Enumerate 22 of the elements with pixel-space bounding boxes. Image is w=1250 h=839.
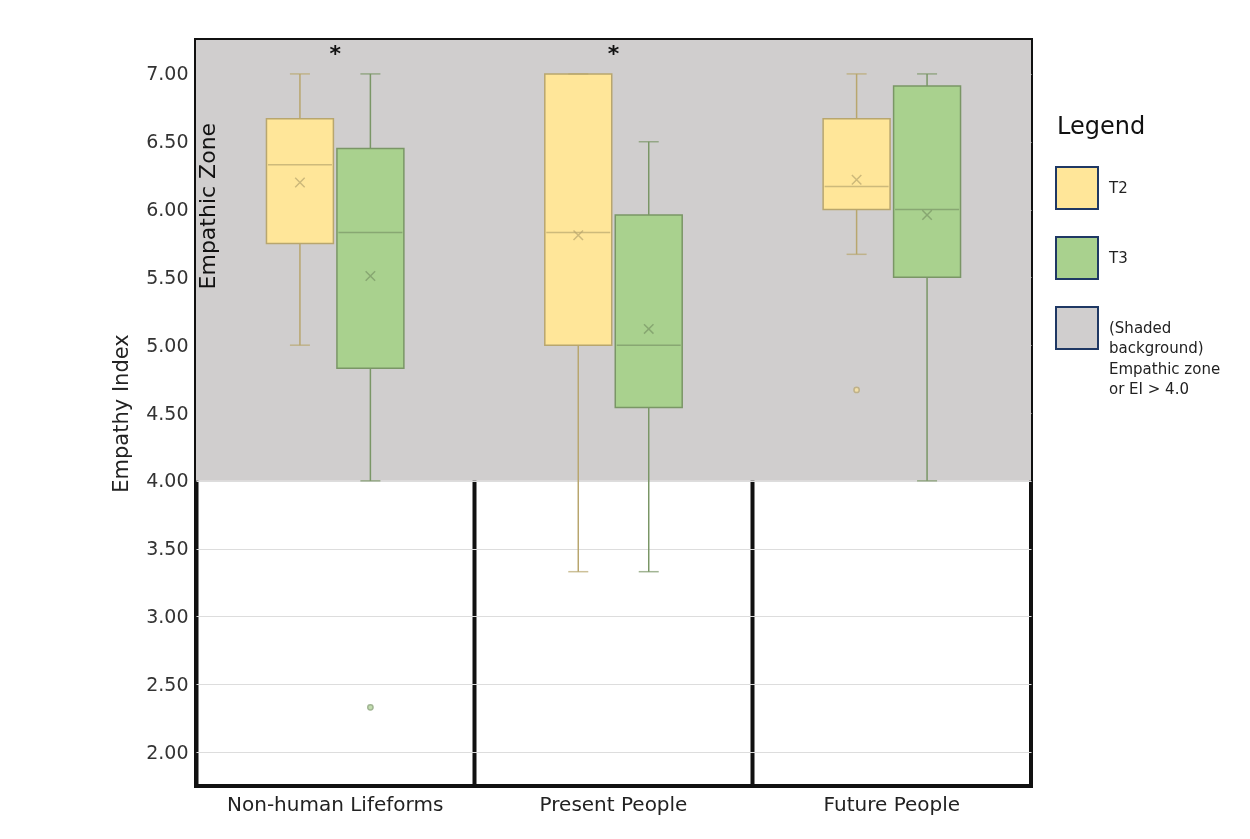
y-tick-label: 5.50 <box>146 265 189 288</box>
y-axis-title: Empathy Index <box>109 334 134 493</box>
y-tick-label: 4.50 <box>146 401 189 424</box>
x-tick-label: Present People <box>539 791 688 816</box>
x-tick-label: Non-human Lifeforms <box>227 791 444 816</box>
y-tick-label: 2.00 <box>146 740 189 763</box>
band-label: Empathic Zone <box>195 122 220 290</box>
legend-title: Legend <box>1057 112 1147 140</box>
y-tick-label: 5.00 <box>146 333 189 356</box>
y-tick-label: 6.50 <box>146 130 189 153</box>
x-tick-label: Future People <box>823 791 961 816</box>
y-tick-label: 4.00 <box>146 469 189 492</box>
y-tick-label: 3.00 <box>146 604 189 627</box>
text: T2 <box>1109 178 1129 199</box>
y-tick-label: 2.50 <box>146 672 189 695</box>
y-tick-label: 6.00 <box>146 198 189 221</box>
text: T3 <box>1109 248 1129 269</box>
annotation: * <box>329 41 342 66</box>
y-tick-label: 7.00 <box>146 62 189 85</box>
y-tick-label: 3.50 <box>146 537 189 560</box>
annotation: * <box>607 41 620 66</box>
text: (Shaded background) Empathic zone or EI > 4.0 <box>1109 318 1222 399</box>
